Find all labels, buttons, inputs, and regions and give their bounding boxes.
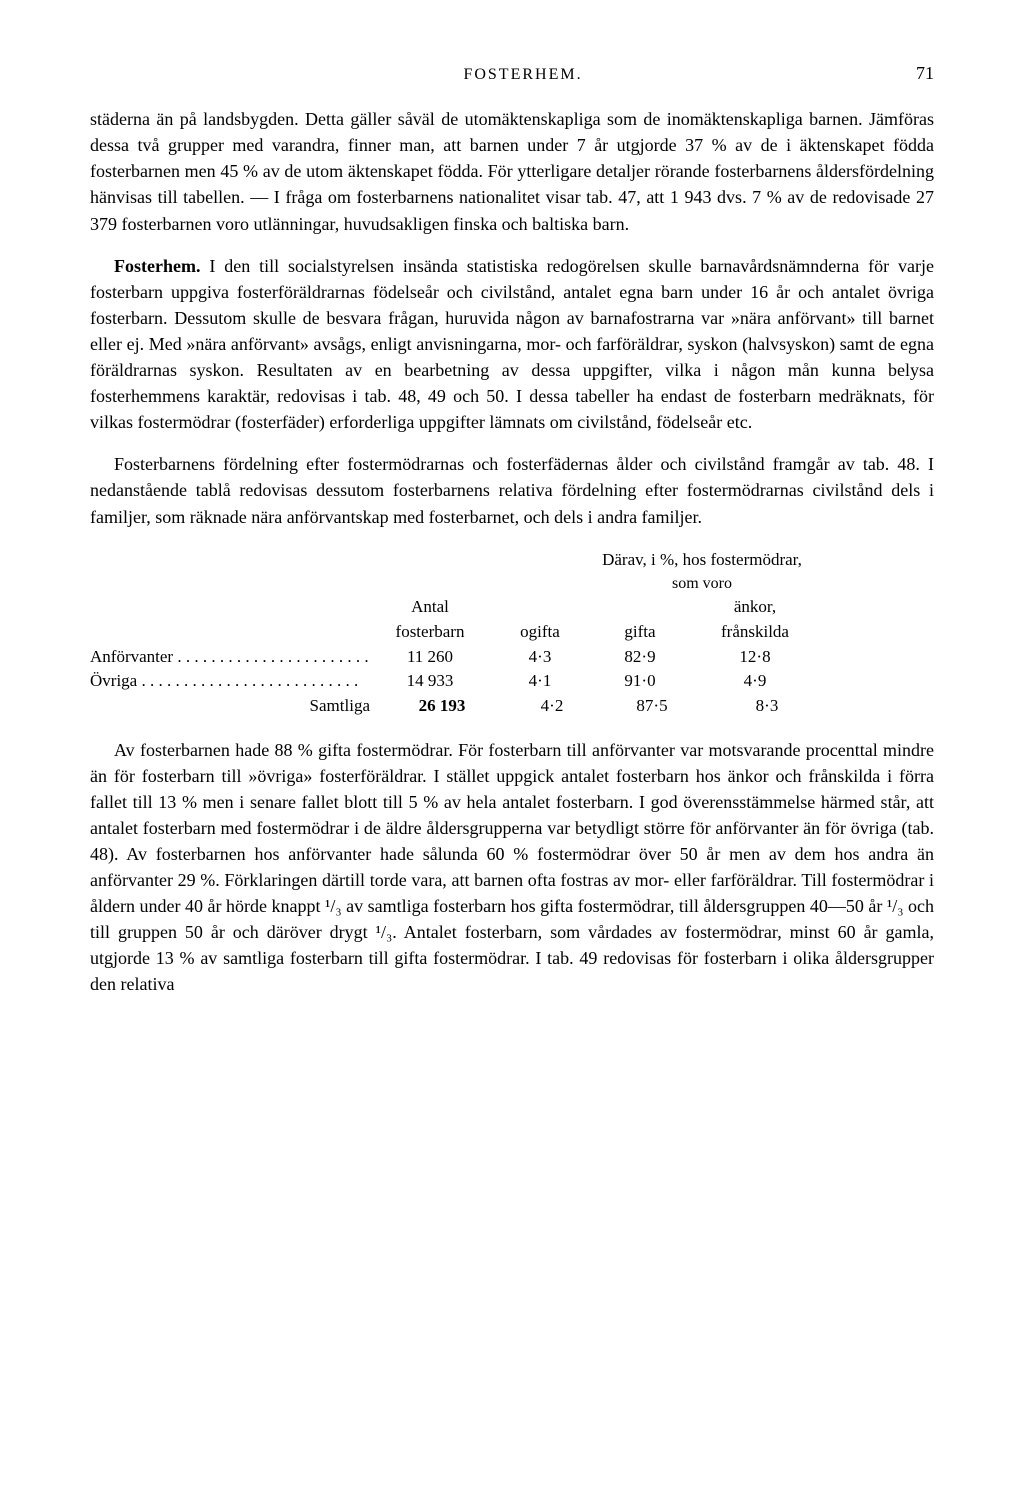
paragraph-2-text: I den till socialstyrelsen insända stati… — [90, 256, 934, 433]
cell-ankor: 4·9 — [690, 669, 820, 694]
paragraph-1: städerna än på landsbygden. Detta gäller… — [90, 106, 934, 236]
paragraph-2: Fosterhem. I den till socialstyrelsen in… — [90, 253, 934, 436]
table-subheader: som voro — [90, 572, 934, 595]
cell-ogifta: 4·1 — [490, 669, 590, 694]
table-header-row-1: Antal änkor, — [90, 595, 934, 620]
cell-gifta: 91·0 — [590, 669, 690, 694]
col-gifta: gifta — [590, 620, 690, 645]
col-ankor-2: frånskilda — [690, 620, 820, 645]
table-header-row-2: fosterbarn ogifta gifta frånskilda — [90, 620, 934, 645]
cell-antal: 14 933 — [370, 669, 490, 694]
table-superheader: Därav, i %, hos fostermödrar, — [90, 548, 934, 573]
col-ankor-1: änkor, — [690, 595, 820, 620]
cell-antal: 11 260 — [370, 645, 490, 670]
row-label: Anförvanter — [90, 645, 370, 670]
cell-ankor: 8·3 — [702, 694, 832, 719]
col-antal-1: Antal — [370, 595, 490, 620]
page-number: 71 — [916, 60, 934, 86]
paragraph-2-bold: Fosterhem. — [114, 256, 200, 276]
table-row: Anförvanter 11 260 4·3 82·9 12·8 — [90, 645, 934, 670]
cell-gifta: 82·9 — [590, 645, 690, 670]
col-ogifta: ogifta — [490, 620, 590, 645]
row-label: Övriga — [90, 669, 370, 694]
cell-ankor: 12·8 — [690, 645, 820, 670]
table-row: Övriga 14 933 4·1 91·0 4·9 — [90, 669, 934, 694]
col-antal-2: fosterbarn — [370, 620, 490, 645]
row-label: Samtliga — [90, 694, 382, 719]
paragraph-3: Fosterbarnens fördelning efter fostermöd… — [90, 451, 934, 529]
cell-antal: 26 193 — [382, 694, 502, 719]
data-table: Därav, i %, hos fostermödrar, som voro A… — [90, 548, 934, 719]
cell-gifta: 87·5 — [602, 694, 702, 719]
page-header: FOSTERHEM. 71 — [90, 60, 934, 86]
cell-ogifta: 4·3 — [490, 645, 590, 670]
cell-ogifta: 4·2 — [502, 694, 602, 719]
header-title: FOSTERHEM. — [130, 63, 916, 86]
table-row-total: Samtliga 26 193 4·2 87·5 8·3 — [90, 694, 934, 719]
paragraph-4: Av fosterbarnen hade 88 % gifta fostermö… — [90, 737, 934, 998]
